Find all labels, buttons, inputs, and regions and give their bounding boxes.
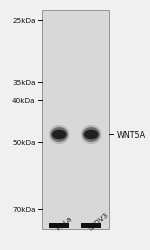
Ellipse shape (84, 130, 99, 140)
Text: HeLa: HeLa (55, 214, 73, 231)
Ellipse shape (49, 125, 69, 144)
Text: 50kDa: 50kDa (12, 140, 36, 145)
Ellipse shape (52, 130, 66, 140)
Bar (81, 223, 101, 228)
Ellipse shape (50, 128, 68, 142)
Bar (50, 223, 69, 228)
Text: 70kDa: 70kDa (12, 206, 36, 212)
Text: 40kDa: 40kDa (12, 97, 36, 103)
Text: WNT5A: WNT5A (116, 130, 145, 140)
Bar (42, 11, 109, 230)
Ellipse shape (82, 128, 100, 142)
Text: 35kDa: 35kDa (12, 80, 36, 86)
Text: SKOV3: SKOV3 (87, 211, 110, 231)
Text: 25kDa: 25kDa (12, 18, 36, 24)
Ellipse shape (81, 125, 101, 144)
